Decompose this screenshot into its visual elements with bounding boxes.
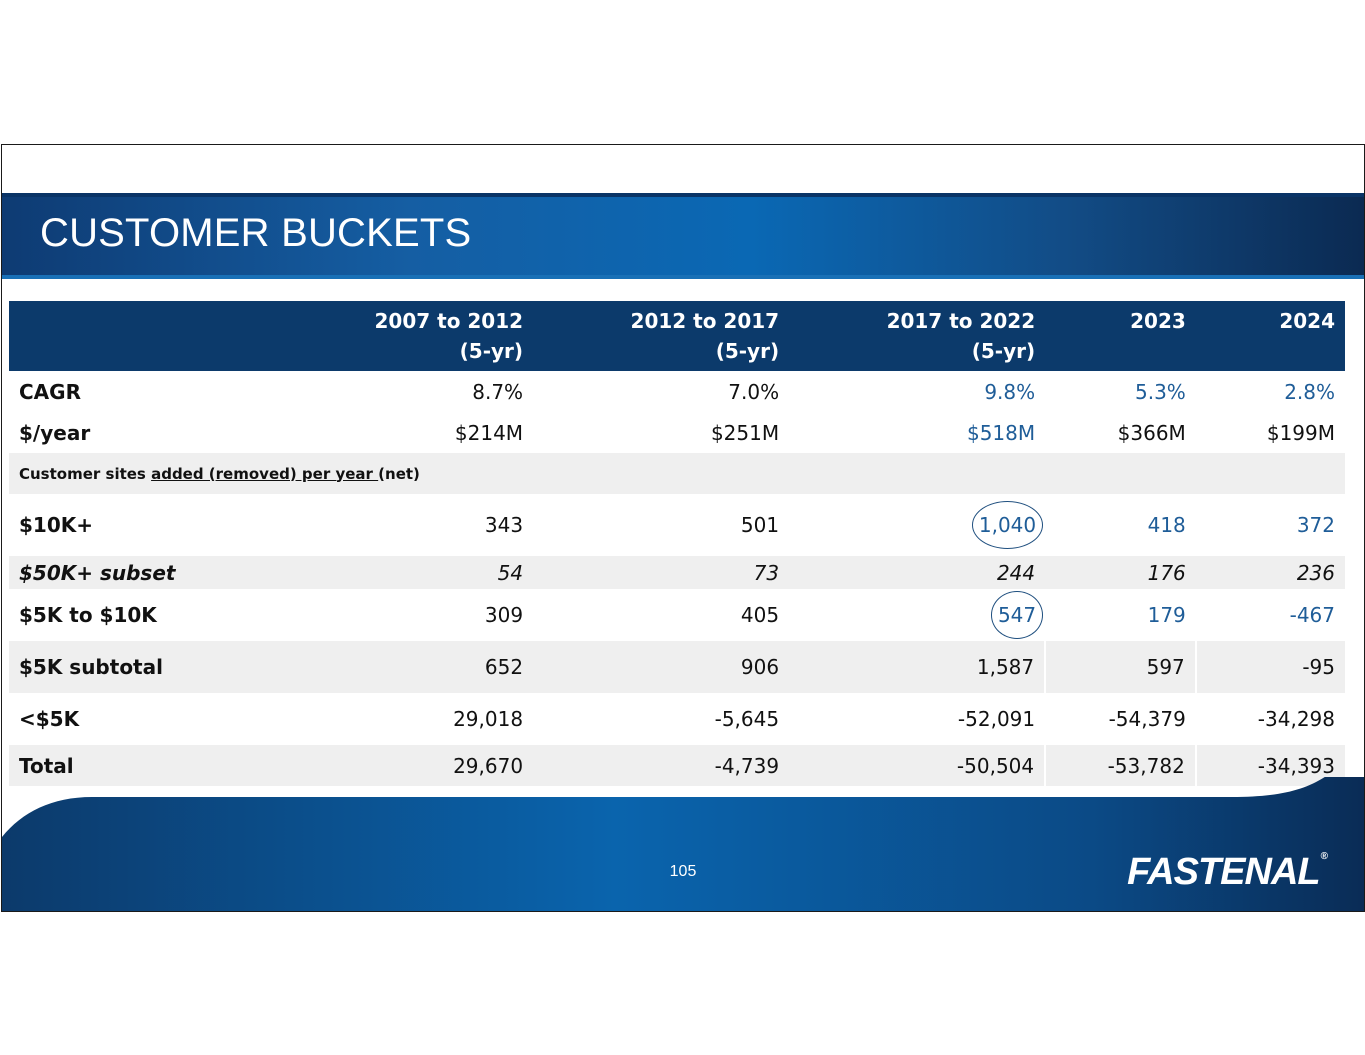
- column-header: 2023: [1045, 301, 1196, 371]
- table-cell: -95: [1194, 641, 1345, 693]
- table-cell: $251M: [710, 420, 780, 445]
- table-cell: $518M: [966, 420, 1036, 445]
- table-cell: 343: [484, 513, 524, 537]
- table-cell: 5.3%: [1134, 379, 1186, 404]
- table-cell: $366M: [1117, 420, 1186, 445]
- table-cell: -50,504: [789, 745, 1046, 786]
- section-heading-row: Customer sites added (removed) per year …: [9, 453, 1345, 494]
- row-label: $50K+ subset: [9, 556, 278, 589]
- row-label: $10K+: [19, 513, 94, 537]
- table-cell: 29,018: [453, 707, 524, 731]
- table-cell: -34,298: [1257, 707, 1335, 731]
- row-label: CAGR: [19, 379, 81, 404]
- column-header: 2024: [1195, 301, 1345, 371]
- table-cell: 309: [484, 603, 524, 627]
- table-cell: 179: [1147, 603, 1186, 627]
- row-label: <$5K: [19, 707, 80, 731]
- table-row-10k-plus: $10K+ 343 501 1,040 418 372: [9, 494, 1345, 556]
- table-cell: 405: [740, 603, 780, 627]
- row-label: $5K subtotal: [9, 641, 278, 693]
- table-cell: $214M: [454, 420, 524, 445]
- table-cell: 372: [1296, 513, 1335, 537]
- section-heading: Customer sites added (removed) per year …: [9, 453, 1345, 494]
- footer-banner: [2, 777, 1364, 911]
- table-cell: -467: [1289, 603, 1335, 627]
- slide: CUSTOMER BUCKETS 2007 to 2012 (5-yr) 2012…: [1, 144, 1365, 912]
- table-cell: 8.7%: [472, 379, 524, 404]
- row-label: Total: [9, 745, 278, 786]
- row-label: $5K to $10K: [19, 603, 157, 627]
- table-row-under-5k: <$5K 29,018 -5,645 -52,091 -54,379 -34,2…: [9, 693, 1345, 745]
- title-banner: CUSTOMER BUCKETS: [2, 193, 1364, 279]
- page-number: 105: [669, 863, 697, 880]
- table-cell: 1,040: [789, 494, 1045, 556]
- table-cell: 236: [1195, 556, 1345, 589]
- table-cell: -5,645: [714, 707, 780, 731]
- table-header-row: 2007 to 2012 (5-yr) 2012 to 2017 (5-yr) 20…: [9, 301, 1345, 371]
- table-cell: 501: [740, 513, 780, 537]
- table-cell: 29,670: [277, 745, 534, 786]
- table-cell: 547: [789, 589, 1045, 641]
- table-row-dollars-per-year: $/year $214M $251M $518M $366M $199M: [9, 412, 1345, 453]
- table-cell: -53,782: [1044, 745, 1196, 786]
- table-row-5k-to-10k: $5K to $10K 309 405 547 179 -467: [9, 589, 1345, 641]
- table-cell: 906: [533, 641, 790, 693]
- table-row-total: Total 29,670 -4,739 -50,504 -53,782 -34,…: [9, 745, 1345, 786]
- table-cell: -4,739: [533, 745, 790, 786]
- circled-value: 547: [990, 591, 1044, 639]
- table-cell: 73: [533, 556, 790, 589]
- table-cell: 176: [1045, 556, 1196, 589]
- header-corner: [9, 301, 278, 371]
- table-row-50k-subset: $50K+ subset 54 73 244 176 236: [9, 556, 1345, 589]
- column-header: 2017 to 2022 (5-yr): [789, 301, 1046, 371]
- table-cell: 54: [277, 556, 534, 589]
- table-cell: 652: [277, 641, 534, 693]
- column-header: 2007 to 2012 (5-yr): [277, 301, 534, 371]
- customer-buckets-table: 2007 to 2012 (5-yr) 2012 to 2017 (5-yr) 20…: [9, 301, 1345, 786]
- footer-wave-shape: [2, 777, 1364, 911]
- table-row-cagr: CAGR 8.7% 7.0% 9.8% 5.3% 2.8%: [9, 371, 1345, 412]
- row-label: $/year: [19, 420, 91, 445]
- table-cell: 2.8%: [1284, 379, 1335, 404]
- fastenal-logo: FASTENAL®: [1127, 851, 1328, 893]
- table-cell: $199M: [1266, 420, 1335, 445]
- column-header: 2012 to 2017 (5-yr): [533, 301, 790, 371]
- table-row-5k-subtotal: $5K subtotal 652 906 1,587 597 -95: [9, 641, 1345, 693]
- table-cell: -52,091: [957, 707, 1036, 731]
- table-cell: 418: [1147, 513, 1186, 537]
- table-cell: -34,393: [1194, 745, 1345, 786]
- slide-title: CUSTOMER BUCKETS: [40, 211, 472, 255]
- table-cell: 9.8%: [984, 379, 1036, 404]
- table-cell: 1,587: [789, 641, 1046, 693]
- table-cell: 597: [1044, 641, 1196, 693]
- table-cell: 244: [789, 556, 1046, 589]
- circled-value: 1,040: [971, 501, 1044, 549]
- table-cell: 7.0%: [728, 379, 780, 404]
- table-cell: -54,379: [1108, 707, 1186, 731]
